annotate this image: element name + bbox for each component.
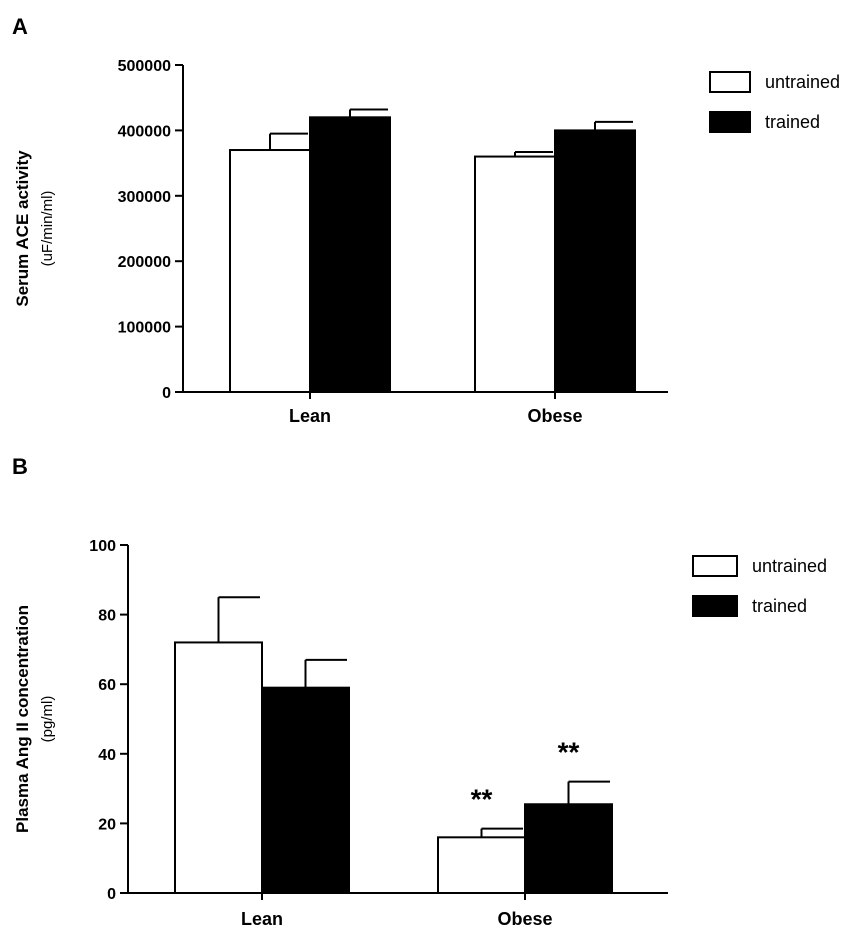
- y-tick-label: 20: [98, 816, 116, 833]
- chart-panel-a: A 0 100000 200000 300000 400000 500000 Lean Obes…: [12, 14, 840, 426]
- x-tick-label: Lean: [289, 406, 331, 426]
- legend-swatch-trained: [692, 595, 738, 617]
- bar-untrained-lean: [174, 641, 263, 894]
- significance-annotation: **: [471, 784, 493, 815]
- significance-annotation: **: [558, 737, 580, 768]
- legend-label-trained: trained: [765, 112, 820, 132]
- bar-untrained-lean: [229, 149, 311, 393]
- panel-label: A: [12, 14, 28, 39]
- legend-label-trained: trained: [752, 596, 807, 616]
- y-axis-unit: (pg/ml): [39, 696, 56, 743]
- y-tick-label: 0: [162, 385, 171, 402]
- y-axis-title: Serum ACE activity: [13, 150, 32, 307]
- bar-untrained-obese: [474, 155, 556, 393]
- bar-untrained-obese: [437, 836, 526, 895]
- y-tick-label: 100000: [118, 320, 171, 337]
- y-axis-unit: (uF/min/ml): [39, 191, 56, 267]
- x-tick-label: Obese: [497, 909, 552, 929]
- y-axis-title: Plasma Ang II concentration: [13, 605, 32, 833]
- bar-trained-obese: [524, 803, 613, 895]
- panel-label: B: [12, 454, 28, 479]
- legend-swatch-untrained: [692, 555, 738, 577]
- y-tick-label: 0: [107, 886, 116, 903]
- y-tick-label: 40: [98, 747, 116, 764]
- bar-trained-obese: [554, 129, 636, 393]
- bar-trained-lean: [309, 116, 391, 393]
- y-tick-label: 200000: [118, 254, 171, 271]
- y-tick-label: 400000: [118, 123, 171, 140]
- bar-trained-lean: [261, 686, 350, 894]
- legend-label-untrained: untrained: [752, 556, 827, 576]
- y-tick-label: 100: [89, 538, 116, 555]
- legend-label-untrained: untrained: [765, 72, 840, 92]
- y-tick-label: 80: [98, 608, 116, 625]
- legend-swatch-trained: [709, 111, 751, 133]
- y-tick-label: 60: [98, 677, 116, 694]
- x-tick-label: Lean: [241, 909, 283, 929]
- y-tick-label: 500000: [118, 58, 171, 75]
- chart-panel-b: B 0 20 40 60 80 100 Lean Obese ** ** Plasma Ang II …: [12, 454, 827, 929]
- y-tick-label: 300000: [118, 189, 171, 206]
- x-tick-label: Obese: [527, 406, 582, 426]
- legend-swatch-untrained: [709, 71, 751, 93]
